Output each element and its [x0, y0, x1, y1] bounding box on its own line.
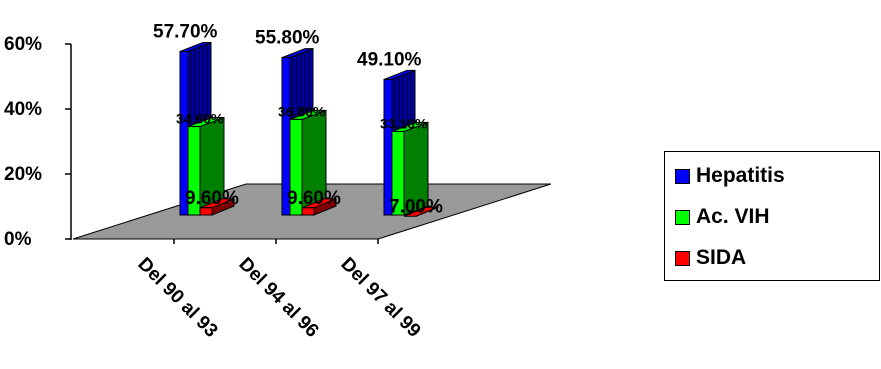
legend-label-sida: SIDA	[696, 246, 747, 269]
y-tick-label: 60%	[4, 34, 42, 55]
legend-swatch-ac-vih	[675, 209, 690, 225]
bar-ac-vih-1	[187, 116, 225, 216]
legend-swatch-hepatitis	[675, 168, 690, 184]
data-label: 34.60%	[176, 111, 224, 127]
data-label: 9.60%	[185, 188, 239, 209]
bar-ac-vih-3	[391, 121, 429, 216]
x-tick-label: Del 94 al 96	[234, 254, 322, 342]
data-label: 57.70%	[153, 21, 218, 42]
y-tick-label: 0%	[4, 229, 32, 250]
x-tick-labels: Del 90 al 93 Del 94 al 96 Del 97 al 99	[133, 254, 424, 342]
legend-item-hepatitis: Hepatitis	[675, 164, 785, 188]
data-label: 9.60%	[287, 188, 341, 209]
data-label: 36.80%	[278, 103, 326, 119]
bar-sida-1	[199, 198, 235, 216]
legend-label-ac-vih: Ac. VIH	[696, 205, 770, 228]
data-label: 55.80%	[255, 28, 320, 49]
data-label: 7.00%	[389, 196, 443, 217]
bars	[179, 41, 439, 217]
bar-sida-2	[301, 198, 337, 216]
data-label: 33.10%	[380, 115, 428, 131]
y-tick-label: 40%	[4, 99, 42, 120]
legend: Hepatitis Ac. VIH SIDA	[664, 151, 880, 281]
x-tick-label: Del 90 al 93	[133, 254, 221, 342]
legend-label-hepatitis: Hepatitis	[696, 164, 785, 187]
legend-item-sida: SIDA	[675, 246, 746, 270]
legend-item-ac-vih: Ac. VIH	[675, 205, 770, 229]
bar-sida-3	[403, 205, 439, 217]
y-tick-label: 20%	[4, 164, 42, 185]
legend-swatch-sida	[675, 250, 690, 266]
data-labels: 57.70% 55.80% 49.10% 34.60% 36.80% 33.10% 9.60…	[153, 21, 443, 217]
data-label: 49.10%	[357, 49, 422, 70]
x-tick-label: Del 97 al 99	[336, 254, 424, 342]
axis-ticks: 0% 20% 40% 60%	[4, 34, 379, 250]
